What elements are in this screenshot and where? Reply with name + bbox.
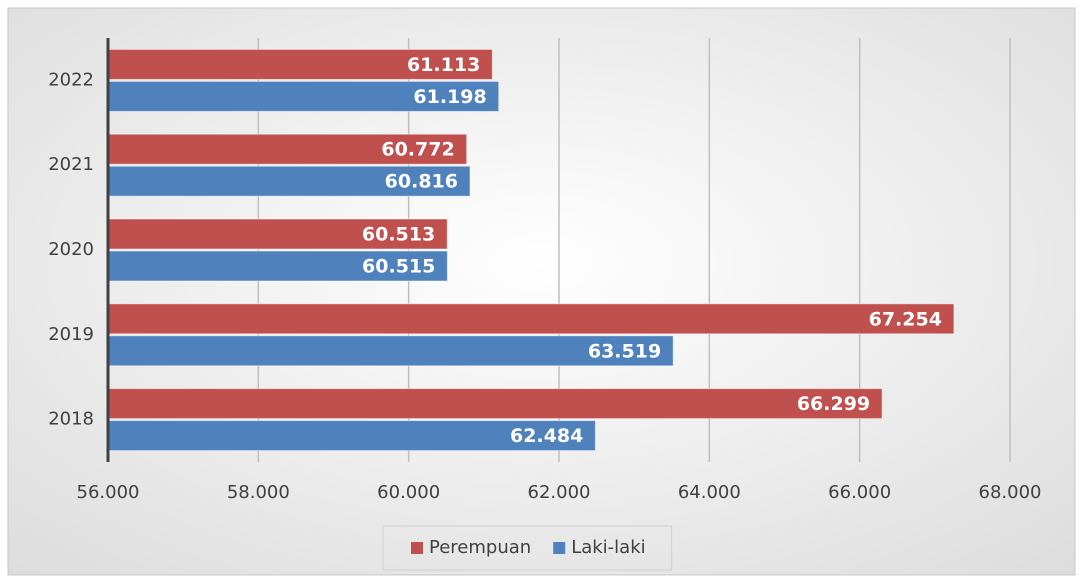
- bar: [107, 420, 596, 452]
- x-tick-label: 60.000: [377, 482, 440, 503]
- bar: [107, 218, 448, 250]
- bar: [107, 303, 955, 335]
- bar: [107, 388, 883, 420]
- bar: [107, 335, 674, 367]
- x-tick-label: 64.000: [678, 482, 741, 503]
- bar: [107, 250, 448, 282]
- value-label: 62.484: [510, 425, 583, 447]
- value-label: 60.513: [362, 224, 435, 246]
- bar: [107, 133, 468, 165]
- x-tick-label: 58.000: [227, 482, 290, 503]
- value-label: 66.299: [797, 393, 870, 415]
- y-tick-label: 2022: [48, 69, 94, 90]
- value-label: 60.816: [385, 171, 458, 193]
- legend-box: [382, 525, 673, 571]
- bar: [107, 165, 471, 197]
- x-tick-label: 68.000: [979, 482, 1042, 503]
- legend-swatch: [553, 542, 566, 554]
- y-tick-label: 2019: [48, 324, 94, 345]
- legend-label: Laki-laki: [571, 537, 645, 558]
- y-tick-label: 2018: [48, 409, 94, 430]
- y-tick-label: 2021: [48, 154, 94, 175]
- value-label: 60.515: [362, 256, 435, 278]
- legend-swatch: [411, 542, 423, 554]
- legend-label: Perempuan: [429, 537, 531, 558]
- x-tick-label: 56.000: [77, 482, 140, 503]
- value-label: 61.198: [413, 86, 486, 108]
- bar: [107, 80, 500, 112]
- value-label: 61.113: [407, 54, 480, 76]
- x-tick-label: 62.000: [528, 482, 591, 503]
- y-tick-label: 2020: [48, 239, 94, 260]
- value-label: 60.772: [381, 139, 454, 161]
- value-label: 63.519: [588, 340, 661, 362]
- x-tick-label: 66.000: [828, 482, 891, 503]
- value-label: 67.254: [869, 308, 942, 330]
